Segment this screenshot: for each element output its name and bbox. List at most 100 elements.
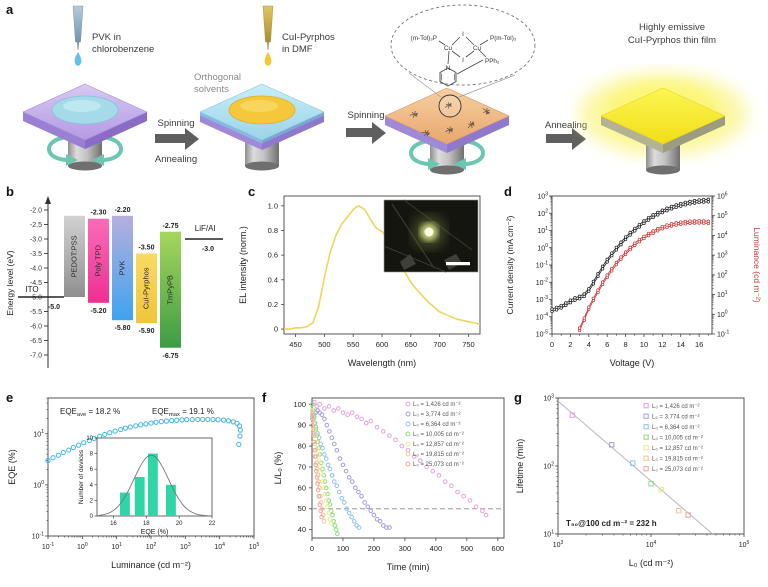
svg-text:101: 101 (543, 529, 554, 538)
eqe-annotation: EQEave = 18.2 % (60, 407, 120, 418)
svg-text:100: 100 (293, 400, 306, 409)
svg-text:Lifetime (min): Lifetime (min) (515, 439, 525, 494)
svg-text:102: 102 (543, 461, 554, 470)
svg-text:Wavelength (nm): Wavelength (nm) (348, 358, 416, 368)
svg-text:-3.50: -3.50 (139, 245, 155, 252)
svg-text:EL intensity (norm.): EL intensity (norm.) (238, 226, 248, 304)
blue-drop-icon (74, 52, 82, 66)
svg-text:500: 500 (461, 544, 474, 553)
svg-text:L/L₀ (%): L/L₀ (%) (273, 452, 283, 485)
lifetime-point (675, 508, 682, 514)
svg-text:-6.75: -6.75 (163, 353, 179, 360)
energy-bar-0 (64, 215, 85, 297)
svg-text:60: 60 (298, 483, 306, 492)
svg-text:16: 16 (695, 340, 703, 349)
spin-arrow-right-icon (464, 140, 485, 166)
svg-text:Luminance (cd m⁻²): Luminance (cd m⁻²) (752, 227, 762, 303)
svg-text:Energy level (eV): Energy level (eV) (5, 250, 15, 315)
svg-text:450: 450 (289, 340, 302, 349)
svg-text:8: 8 (90, 452, 94, 458)
svg-text:1.0: 1.0 (268, 201, 278, 210)
svg-text:-2.0: -2.0 (30, 208, 42, 215)
svg-text:0: 0 (90, 514, 94, 520)
svg-text:Luminance (cd m⁻²): Luminance (cd m⁻²) (111, 560, 191, 570)
svg-text:-2.20: -2.20 (115, 207, 131, 214)
svg-text:102: 102 (717, 270, 728, 279)
decay-series (310, 410, 327, 524)
svg-text:100: 100 (77, 542, 88, 551)
svg-text:Number of devices: Number of devices (78, 449, 85, 504)
decay-series (310, 399, 489, 518)
lifetime-point (658, 486, 664, 493)
svg-text:10-2: 10-2 (536, 278, 548, 287)
svg-text:0: 0 (310, 544, 314, 553)
svg-text:103: 103 (180, 542, 191, 551)
panel-letter-g: g (514, 390, 522, 405)
svg-text:L₀ = 19,815 cd m⁻²: L₀ = 19,815 cd m⁻² (652, 457, 703, 463)
svg-text:104: 104 (717, 231, 728, 240)
svg-text:10-1: 10-1 (536, 260, 548, 269)
svg-text:EQE (%): EQE (%) (141, 529, 169, 536)
svg-text:16: 16 (110, 521, 117, 527)
pipette-1 (72, 5, 84, 66)
svg-text:101: 101 (717, 290, 728, 299)
energy-bar-4 (160, 231, 181, 348)
svg-text:PEDOT:PSS: PEDOT:PSS (69, 235, 78, 277)
svg-text:-2.5: -2.5 (30, 222, 42, 229)
svg-text:300: 300 (399, 544, 412, 553)
svg-text:4: 4 (90, 483, 94, 489)
process-arrow-1-icon (155, 128, 199, 150)
svg-text:104: 104 (214, 542, 225, 551)
svg-text:L₀ = 6,364 cd m⁻²: L₀ = 6,364 cd m⁻² (652, 425, 700, 431)
svg-text:18: 18 (143, 521, 150, 527)
svg-text:LiF/Al: LiF/Al (195, 224, 216, 233)
svg-text:-5.5: -5.5 (30, 309, 42, 316)
svg-text:T₅₀@100 cd m⁻² = 232 h: T₅₀@100 cd m⁻² = 232 h (566, 519, 657, 528)
pipette-2 (262, 5, 274, 66)
svg-text:22: 22 (209, 521, 216, 527)
svg-text:L₀ = 12,857 cd m⁻²: L₀ = 12,857 cd m⁻² (652, 446, 703, 452)
svg-text:-6.0: -6.0 (30, 324, 42, 331)
svg-text:700: 700 (433, 340, 446, 349)
energy-bar-1 (88, 218, 109, 303)
lifetime-point (630, 460, 636, 466)
molecule-i-bottom-label: I (462, 57, 464, 64)
svg-text:101: 101 (537, 226, 548, 235)
svg-text:4: 4 (587, 340, 591, 349)
spin-arrow-left-icon (409, 140, 430, 166)
zoom-bubble-icon (390, 4, 536, 86)
panel-a-process-schematic: PVK in chlorobenzene Spinning Annealing … (22, 4, 747, 175)
svg-text:L₀ = 6,364 cd m⁻²: L₀ = 6,364 cd m⁻² (413, 422, 461, 428)
lifetime-point (648, 480, 654, 487)
svg-text:10-1: 10-1 (717, 329, 729, 338)
svg-text:L₀ = 25,073 cd m⁻²: L₀ = 25,073 cd m⁻² (652, 467, 703, 473)
panel-letter-c: c (248, 184, 256, 199)
emissive-film (600, 87, 726, 145)
process-arrow-2-icon (346, 122, 386, 144)
svg-text:600: 600 (376, 340, 389, 349)
svg-text:L₀ = 19,815 cd m⁻²: L₀ = 19,815 cd m⁻² (413, 452, 464, 458)
svg-text:20: 20 (176, 521, 183, 527)
scale-bar (446, 262, 470, 266)
panel-e-eqe-chart: 10-1 100 101 102 103 104 10510-1100101Luminanc… (7, 397, 259, 570)
lifetime-point (569, 412, 576, 418)
energy-bar-3 (136, 253, 157, 324)
molecule-p-right-label: P(m-Tol)₃ (490, 35, 517, 42)
svg-text:90: 90 (298, 421, 306, 430)
fit-line (557, 400, 713, 535)
svg-text:2: 2 (90, 498, 94, 504)
svg-text:100: 100 (717, 310, 728, 319)
svg-text:400: 400 (430, 544, 443, 553)
histogram-bar (147, 453, 158, 516)
svg-text:ITO: ITO (25, 285, 38, 294)
step2-spinning-label: Spinning (348, 110, 385, 121)
svg-text:101: 101 (111, 542, 122, 551)
svg-text:Poly TPD: Poly TPD (93, 244, 102, 276)
panel-d-jv-luminance-chart: 0 2 4 6 8 10 12 14 16 10-5 10-4 10-3 10-2 10-1 100 101 1… (505, 191, 762, 368)
svg-text:L₀ = 12,857 cd m⁻²: L₀ = 12,857 cd m⁻² (413, 442, 464, 448)
svg-text:-5.0: -5.0 (30, 295, 42, 302)
svg-text:102: 102 (537, 209, 548, 218)
svg-text:80: 80 (298, 442, 306, 451)
svg-text:10: 10 (640, 340, 648, 349)
